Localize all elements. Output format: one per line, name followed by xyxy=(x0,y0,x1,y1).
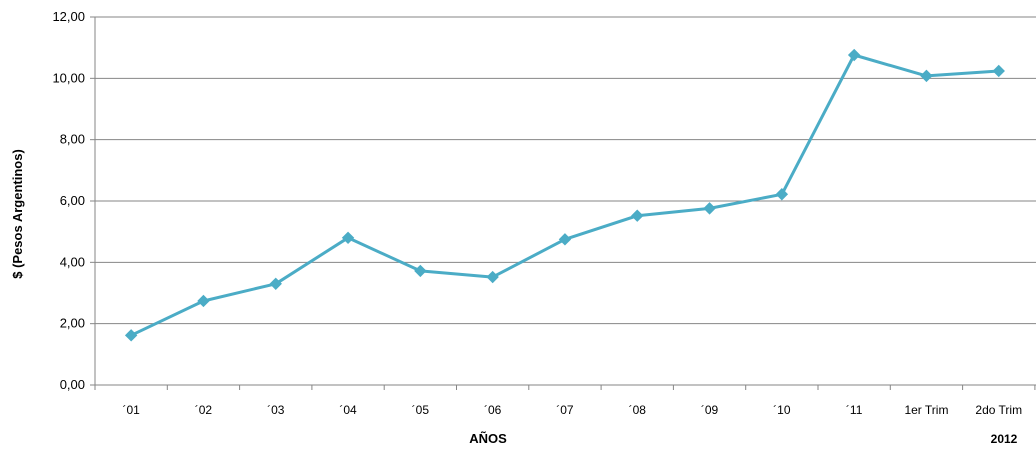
y-tick-label: 2,00 xyxy=(60,316,85,331)
y-tick-label: 12,00 xyxy=(52,9,85,24)
series-line xyxy=(130,53,999,337)
axes xyxy=(90,16,1036,390)
data-point xyxy=(414,264,427,278)
y-tick-labels: 0,00 2,00 4,00 6,00 8,00 10,00 12,00 xyxy=(52,9,85,392)
data-point xyxy=(992,64,1005,78)
gridlines xyxy=(95,16,1036,325)
x-tick-label: 2do Trim xyxy=(975,403,1022,417)
x-tick-label: ´09 xyxy=(701,403,719,417)
x-tick-label: ´10 xyxy=(773,403,791,417)
x-tick-label: ´08 xyxy=(629,403,647,417)
x-tick-label: ´11 xyxy=(846,403,863,417)
data-point xyxy=(341,231,355,245)
x-axis-title: AÑOS xyxy=(469,431,507,446)
y-tick-label: 8,00 xyxy=(60,132,85,147)
y-tick-label: 10,00 xyxy=(52,70,85,85)
x-tick-labels: ´01 ´02 ´03 ´04 ´05 ´06 ´07 ´08 ´09 ´10 ´11 1er Tri… xyxy=(122,403,1022,417)
y-tick-label: 4,00 xyxy=(60,254,85,269)
data-point xyxy=(703,202,716,215)
x-tick-label: ´05 xyxy=(412,403,430,417)
x-tick-label: ´03 xyxy=(267,403,285,417)
data-point xyxy=(631,209,644,222)
data-point xyxy=(775,188,789,201)
data-point xyxy=(920,69,933,83)
data-point xyxy=(197,294,210,308)
x-tick-label: ´06 xyxy=(484,403,502,417)
x-tick-label: ´07 xyxy=(556,403,574,417)
y-axis-title: $ (Pesos Argentinos) xyxy=(10,149,25,279)
data-point xyxy=(124,329,138,342)
x-group-label-2012: 2012 xyxy=(991,432,1018,446)
y-tick-label: 0,00 xyxy=(60,377,85,392)
data-point xyxy=(558,233,572,246)
x-tick-label: 1er Trim xyxy=(904,403,948,417)
data-point xyxy=(486,270,499,284)
data-point xyxy=(847,48,861,62)
data-point xyxy=(269,277,282,291)
x-tick-label: ´02 xyxy=(195,403,213,417)
y-tick-label: 6,00 xyxy=(60,193,85,208)
x-tick-label: ´01 xyxy=(122,403,140,417)
series xyxy=(124,48,1005,342)
x-tick-label: ´04 xyxy=(339,403,357,417)
